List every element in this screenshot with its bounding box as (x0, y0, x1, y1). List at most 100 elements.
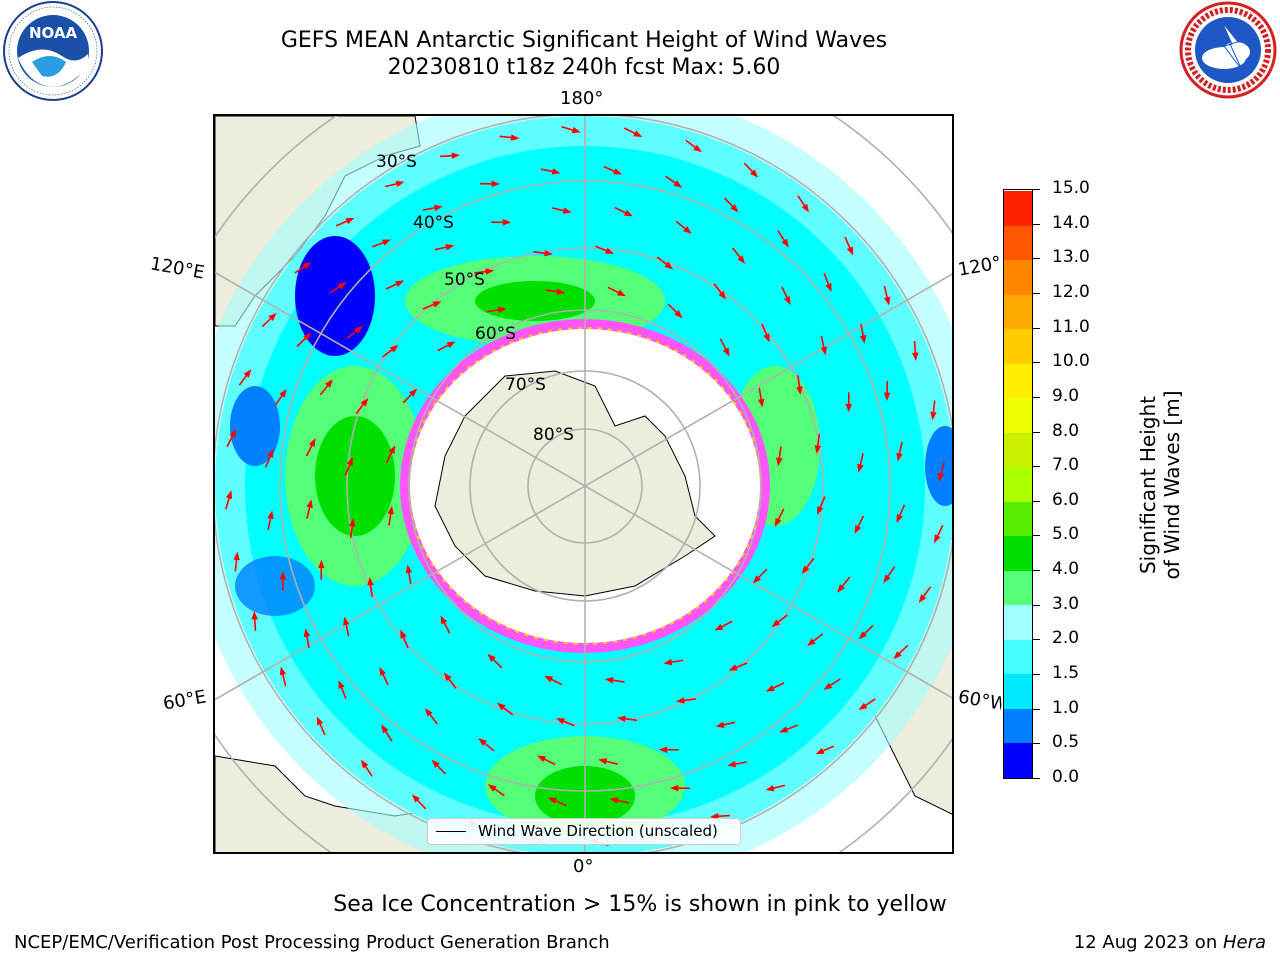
colorbar-tick-label: 2.0 (1052, 628, 1080, 649)
colorbar-tickmark (1033, 396, 1040, 398)
wave-direction-arrowhead (445, 244, 455, 251)
colorbar-tick-label: 4.0 (1052, 559, 1080, 580)
colorbar-tick-label: 6.0 (1052, 489, 1080, 510)
wave-direction-arrowhead (781, 238, 789, 248)
colorbar-tickmark (1033, 292, 1040, 294)
colorbar-tick-label: 1.0 (1052, 697, 1080, 718)
wave-direction-arrowhead (343, 616, 350, 626)
colorbar-tick-label: 14.0 (1052, 212, 1090, 233)
wave-direction-arrowhead (308, 438, 316, 448)
colorbar-tickmark (1033, 535, 1040, 537)
wave-direction-arrowhead (883, 574, 891, 584)
wave-direction-arrowhead (243, 369, 252, 378)
colorbar-tick-label: 5.0 (1052, 524, 1080, 545)
colorbar-segment (1004, 225, 1032, 261)
wave-direction-arrowhead (433, 204, 443, 212)
wave-direction-arrowhead (496, 702, 506, 711)
colorbar-segment (1004, 604, 1032, 640)
wave-direction-arrowhead (616, 289, 626, 297)
colorbar-segment (1004, 742, 1032, 778)
colorbar-tickmark (1033, 674, 1040, 676)
wave-direction-arrowhead (858, 631, 867, 640)
map-title: GEFS MEAN Antarctic Significant Height o… (280, 28, 888, 53)
noaa-logo: NOAA (2, 0, 104, 102)
colorbar-tickmark (1033, 604, 1040, 606)
wave-direction-arrowhead (387, 505, 394, 515)
wave-direction-arrowhead (675, 697, 685, 704)
wind-wave-arrows (224, 125, 946, 847)
polar-map[interactable] (213, 114, 954, 854)
colorbar-tick-label: 1.5 (1052, 663, 1080, 684)
wave-direction-arrowhead (820, 346, 827, 356)
wave-direction-arrowhead (485, 268, 495, 275)
wave-direction-arrowhead (776, 457, 783, 467)
wave-direction-arrowhead (933, 534, 941, 544)
footer-host: Hera (1222, 932, 1266, 953)
wave-direction-arrowhead (251, 610, 258, 620)
wave-direction-arrowhead (306, 499, 313, 509)
wave-direction-arrowhead (303, 628, 311, 638)
wave-direction-arrowhead (765, 784, 775, 792)
wave-direction-arrowhead (715, 721, 725, 728)
wave-direction-arrowhead (562, 207, 572, 214)
colorbar-tick-label: 0.5 (1052, 732, 1080, 753)
wave-direction-arrowhead (728, 664, 738, 671)
wave-direction-arrowhead (279, 666, 287, 676)
low-wave-patch-australia (295, 236, 375, 356)
colorbar-tickmark (1033, 258, 1040, 260)
wave-direction-arrowhead (381, 724, 389, 734)
colorbar-tickmark (1033, 327, 1040, 329)
wave-direction-arrowhead (544, 675, 554, 683)
lon-label-60e: 60°E (161, 686, 208, 715)
wave-direction-arrowhead (673, 180, 683, 188)
wave-direction-arrowhead (930, 411, 937, 421)
map-subtitle-forecast: 20230810 t18z 240h fcst Max: 5.60 (387, 55, 781, 80)
wave-direction-arrowhead (478, 738, 487, 746)
wave-direction-arrowhead (598, 758, 608, 765)
wave-direction-arrowhead (510, 134, 520, 141)
wave-direction-arrowhead (801, 565, 810, 575)
wave-direction-arrowhead (316, 716, 324, 726)
colorbar-tickmark (1033, 500, 1040, 502)
colorbar-segment (1004, 501, 1032, 537)
colorbar-segment (1004, 708, 1032, 744)
wave-direction-arrowhead (279, 388, 287, 398)
wave-direction-arrowhead (233, 551, 240, 561)
lat-label-60s: 60°S (475, 324, 516, 344)
wave-direction-arrowhead (345, 217, 355, 225)
wave-direction-arrowhead (663, 658, 673, 666)
wave-direction-arrowhead (714, 623, 724, 631)
graticule (215, 116, 952, 852)
colorbar-tick-label: 0.0 (1052, 767, 1080, 787)
wave-direction-arrowhead (883, 392, 891, 402)
colorbar-tick-label: 12.0 (1052, 281, 1090, 302)
wave-direction-arrowhead (683, 226, 692, 234)
colorbar-tick-label: 13.0 (1052, 247, 1090, 268)
wave-direction-arrowhead (303, 332, 312, 341)
colorbar-segment (1004, 673, 1032, 709)
wave-direction-arrowhead (395, 180, 405, 188)
noaa-logo-text: NOAA (29, 24, 78, 42)
wave-direction-arrowhead (784, 296, 791, 306)
wave-direction-arrowhead (617, 715, 626, 722)
wave-direction-arrowhead (487, 653, 496, 662)
wave-direction-arrowhead (658, 746, 668, 753)
legend-line-sample (436, 831, 466, 832)
wave-direction-arrowhead (633, 130, 643, 138)
wave-direction-arrowhead (381, 239, 391, 246)
colorbar-tick-label: 15.0 (1052, 178, 1090, 198)
colorbar-tickmark (1033, 189, 1040, 190)
map-legend: Wind Wave Direction (unscaled) (427, 818, 741, 845)
wave-direction-arrowhead (854, 524, 862, 534)
wave-direction-arrowhead (674, 310, 683, 319)
colorbar-tickmark (1033, 708, 1040, 710)
colorbar-segment (1004, 328, 1032, 364)
wave-direction-arrowhead (440, 615, 448, 625)
colorbar-segment (1004, 639, 1032, 675)
lon-label-60w: 60°W (956, 686, 1004, 715)
wave-direction-arrowhead (664, 261, 674, 270)
wave-direction-arrowhead (446, 341, 456, 349)
colorbar-tickmark (1033, 743, 1040, 745)
wave-direction-arrowhead (837, 584, 845, 593)
wave-direction-arrowhead (318, 559, 325, 569)
